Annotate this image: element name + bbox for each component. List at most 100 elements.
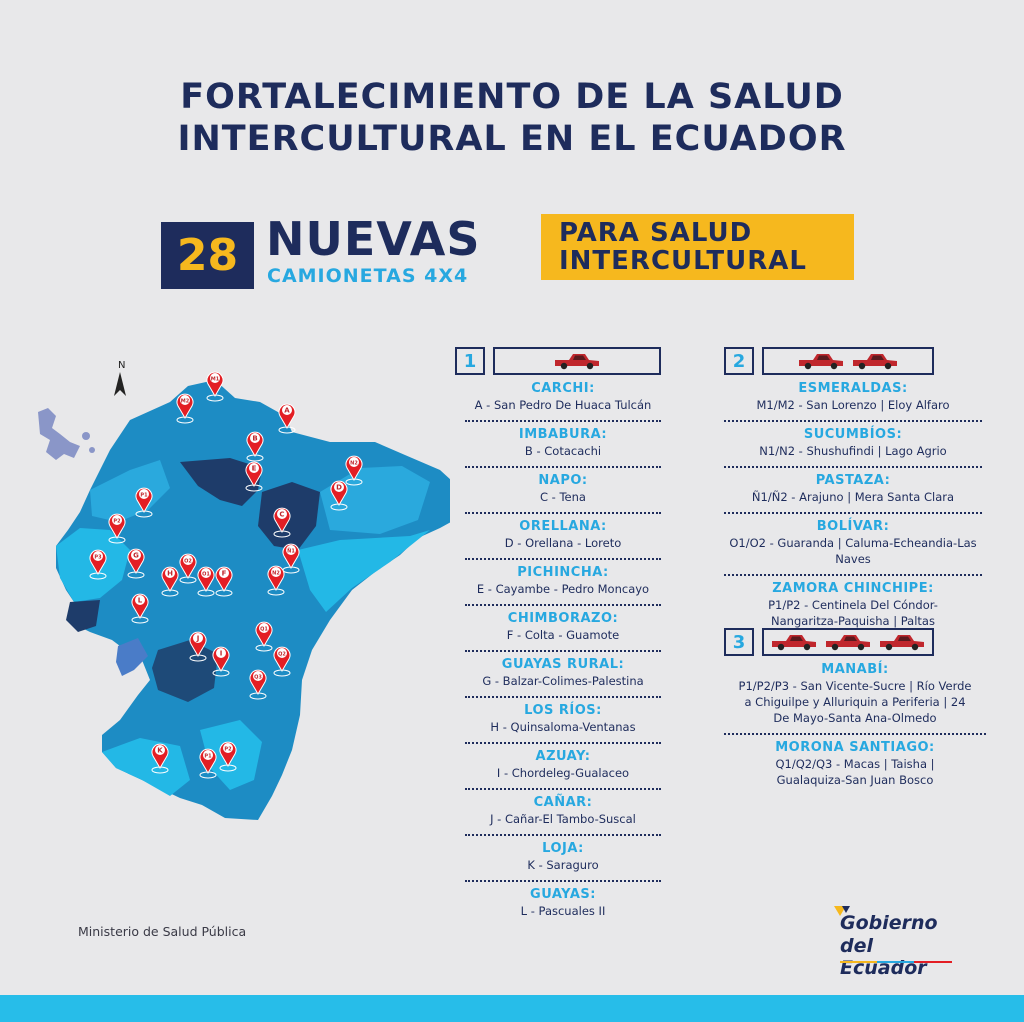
- province-name: MANABÍ:: [821, 662, 889, 677]
- province-name: IMBABURA:: [518, 427, 608, 442]
- province-pastaza: [298, 530, 430, 612]
- province-name: PASTAZA:: [815, 473, 891, 488]
- group-3-entries: MANABÍ: P1/P2/P3 - San Vicente-Sucre | Rí…: [724, 657, 986, 795]
- province-name: PICHINCHA:: [517, 565, 609, 580]
- province-name: ZAMORA CHINCHIPE:: [772, 581, 934, 596]
- map-pin-label: D: [336, 484, 342, 492]
- map-pin-label: J: [196, 635, 200, 643]
- entry-pichincha: PICHINCHA: E - Cayambe - Pedro Moncayo: [465, 560, 661, 606]
- province-detail: J - Cañar-El Tambo-Suscal: [490, 812, 636, 826]
- map-pin-icon: M1: [206, 371, 224, 402]
- province-name: NAPO:: [538, 473, 588, 488]
- logo-mark-icon: [834, 906, 850, 916]
- map-pin-label: Q3: [254, 675, 262, 681]
- map-pin-icon: G: [127, 548, 145, 579]
- map-pin-label: A: [284, 407, 290, 415]
- map-pin-icon: E: [245, 461, 263, 492]
- group-2-number: 2: [724, 347, 754, 375]
- province-detail: P1/P2/P3 - San Vicente-Sucre | Río Verde…: [738, 679, 972, 725]
- map-pin-label: Q2: [278, 652, 286, 658]
- province-name: GUAYAS RURAL:: [501, 657, 625, 672]
- province-detail: D - Orellana - Loreto: [504, 536, 622, 550]
- group-2-column: 2 ESMERALDAS: M1/M2 - San Lorenzo | Eloy …: [724, 346, 986, 636]
- logo-line-2: del Ecuador: [840, 935, 927, 979]
- pickup-truck-icon: [853, 354, 897, 370]
- map-pin-icon: O1: [197, 566, 215, 597]
- map-pin-label: Q1: [260, 627, 268, 633]
- map-pin-icon: Ñ1: [282, 543, 300, 574]
- map-pin-icon: P3: [89, 549, 107, 580]
- entry-esmeraldas: ESMERALDAS: M1/M2 - San Lorenzo | Eloy Al…: [724, 376, 982, 422]
- map-pin-label: N2: [272, 571, 280, 577]
- map-pin-icon: Q1: [255, 621, 273, 652]
- truck-count-badge: 28: [161, 222, 254, 289]
- map-pin-icon: J: [189, 631, 207, 662]
- map-pin-icon: H: [161, 566, 179, 597]
- province-detail: C - Tena: [540, 490, 586, 504]
- province-name: CAÑAR:: [533, 795, 593, 810]
- logo-flag-underline: [840, 961, 952, 963]
- headline-subtitle: CAMIONETAS 4X4: [267, 265, 469, 287]
- group-3-trucks: [762, 628, 934, 656]
- province-detail: O1/O2 - Guaranda | Caluma-Echeandia-Las …: [729, 536, 977, 566]
- entry-los-rios: LOS RÍOS: H - Quinsaloma-Ventanas: [465, 698, 661, 744]
- group-3-column: 3 MANABÍ: P1/P2/P3 - San Vicente-Sucre | …: [724, 627, 986, 795]
- province-detail: E - Cayambe - Pedro Moncayo: [476, 582, 650, 596]
- entry-imbabura: IMBABURA: B - Cotacachi: [465, 422, 661, 468]
- map-pin-label: M2: [181, 399, 190, 405]
- province-detail: F - Colta - Guamote: [506, 628, 620, 642]
- group-2-entries: ESMERALDAS: M1/M2 - San Lorenzo | Eloy Al…: [724, 376, 982, 636]
- map-pin-label: F: [222, 570, 227, 578]
- entry-guayas: GUAYAS: L - Pascuales II: [465, 882, 661, 926]
- province-name: GUAYAS:: [530, 887, 596, 902]
- group-3-header: 3: [724, 627, 986, 657]
- north-label: N: [118, 360, 125, 371]
- entry-pastaza: PASTAZA: Ñ1/Ñ2 - Arajuno | Mera Santa Cla…: [724, 468, 982, 514]
- province-detail: Ñ1/Ñ2 - Arajuno | Mera Santa Clara: [751, 490, 955, 504]
- group-1-trucks: [493, 347, 661, 375]
- map-pin-label: M1: [211, 377, 220, 383]
- province-name: SUCUMBÍOS:: [803, 427, 903, 442]
- map-pin-label: K: [157, 747, 163, 755]
- map-pin-icon: B: [246, 431, 264, 462]
- map-pin-label: P2: [113, 519, 121, 525]
- province-name: CHIMBORAZO:: [507, 611, 619, 626]
- entry-carchi: CARCHI: A - San Pedro De Huaca Tulcán: [465, 376, 661, 422]
- province-name: MORONA SANTIAGO:: [775, 740, 935, 755]
- province-guayas: [66, 600, 100, 632]
- province-detail: L - Pascuales II: [520, 904, 606, 918]
- province-name: ESMERALDAS:: [798, 381, 908, 396]
- entry-sucumbios: SUCUMBÍOS: N1/N2 - Shushufindi | Lago Agr…: [724, 422, 982, 468]
- province-detail: P1/P2 - Centinela Del Cóndor-Nangaritza-…: [768, 598, 938, 628]
- province-detail: B - Cotacachi: [524, 444, 602, 458]
- map-pin-label: Ñ1: [287, 548, 295, 555]
- province-name: LOS RÍOS:: [524, 703, 602, 718]
- province-name: BOLÍVAR:: [816, 519, 890, 534]
- pickup-truck-icon: [826, 635, 870, 651]
- entry-manabi: MANABÍ: P1/P2/P3 - San Vicente-Sucre | Rí…: [724, 657, 986, 735]
- province-esmeraldas-light: [90, 460, 170, 522]
- map-pin-label: E: [252, 465, 257, 473]
- entry-azuay: AZUAY: I - Chordeleg-Gualaceo: [465, 744, 661, 790]
- province-pichincha: [180, 458, 262, 506]
- map-pin-label: N2: [350, 461, 358, 467]
- gulf-island: [116, 638, 148, 676]
- footer-bar: [0, 995, 1024, 1022]
- province-detail: I - Chordeleg-Gualaceo: [496, 766, 630, 780]
- map-pin-label: O1: [202, 572, 210, 578]
- ecuador-map: N M1 M2 A B E N2 D P1 P2 C: [38, 360, 450, 820]
- purpose-line-2: INTERCULTURAL: [559, 246, 807, 276]
- map-pin-icon: N2: [267, 565, 285, 596]
- purpose-banner: PARA SALUD INTERCULTURAL: [541, 214, 854, 280]
- group-1-column: 1 CARCHI: A - San Pedro De Huaca Tulcán I…: [455, 346, 661, 926]
- map-pin-icon: C: [273, 507, 291, 538]
- group-2-header: 2: [724, 346, 986, 376]
- group-1-entries: CARCHI: A - San Pedro De Huaca Tulcán IMB…: [465, 376, 661, 926]
- map-pin-label: H: [167, 570, 173, 578]
- map-pin-label: C: [279, 511, 284, 519]
- map-pin-icon: P1: [135, 487, 153, 518]
- entry-loja: LOJA: K - Saraguro: [465, 836, 661, 882]
- map-pin-icon: M2: [176, 393, 194, 424]
- entry-napo: NAPO: C - Tena: [465, 468, 661, 514]
- map-pin-icon: I: [212, 646, 230, 677]
